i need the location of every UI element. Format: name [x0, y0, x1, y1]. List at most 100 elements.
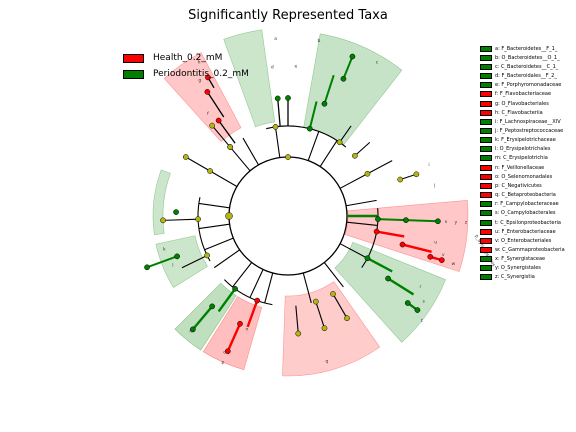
taxon-label: a: F_Bacteroidetes__F_1_ [495, 45, 558, 52]
branch-line [163, 218, 199, 221]
taxon-label: e: F_Porphyromonadaceae [495, 82, 562, 89]
clade-letter-b: b [317, 38, 320, 44]
tree-node [414, 307, 421, 313]
tree-node [174, 253, 180, 260]
tree-node [435, 218, 441, 225]
root-ring [228, 156, 348, 276]
tree-node [254, 297, 261, 304]
taxon-label: p: C_Negativicutes [495, 182, 542, 189]
taxon-legend-entry: g: O_Flavobacteriales [480, 99, 565, 108]
tree-node [413, 171, 420, 178]
tree-node [285, 95, 291, 101]
branch-line [229, 146, 251, 172]
clade-letter-r: r [420, 284, 422, 290]
taxon-legend-entry: i: F_Lachnospiraceae__XIV [480, 117, 565, 126]
branch-line [367, 160, 393, 175]
taxon-swatch [480, 91, 492, 98]
group-swatch [123, 53, 144, 63]
taxon-swatch [480, 45, 492, 52]
tree-node [209, 122, 216, 129]
taxon-legend-entry: s: O_Campylobacterales [480, 209, 565, 218]
tree-node [321, 325, 328, 332]
clade-letter-f: f [207, 111, 209, 117]
clade-letter-i: i [428, 162, 429, 168]
clade-letter-s: s [423, 299, 426, 304]
tree-node [364, 170, 371, 177]
tree-node [227, 144, 233, 150]
clade-letter-l: l [172, 262, 173, 268]
tree-node [321, 100, 328, 107]
clade-letter-k: k [163, 247, 166, 253]
clade-sector [303, 33, 403, 146]
taxon-legend-entry: j: F_Peptostreptococcaceae [480, 126, 565, 135]
taxon-legend-entry: x: F_Synergistaceae [480, 255, 565, 264]
branch-line [191, 305, 214, 331]
tree-node [144, 264, 150, 271]
tree-node [306, 125, 313, 132]
clade-letter-j: j [433, 182, 435, 188]
branch-line [246, 300, 259, 328]
taxon-swatch [480, 201, 492, 208]
tree-node [232, 285, 238, 292]
tree-node [385, 275, 391, 282]
clade-letter-t: t [421, 318, 423, 324]
taxon-label: z: C_Synergistia [495, 274, 535, 281]
clade-sector [223, 29, 276, 128]
branch-line [242, 137, 259, 166]
clade-sector [152, 169, 171, 236]
branch-line [339, 243, 368, 259]
branch-arc [223, 279, 273, 306]
clade-letter-q: q [325, 359, 328, 364]
taxon-legend-entry: q: C_Betaproteobacteria [480, 191, 565, 200]
taxon-swatch [480, 54, 492, 61]
branch-line [366, 257, 393, 273]
taxon-legend-entry: l: O_Erysipelotrichales [480, 145, 565, 154]
branch-line [198, 223, 230, 230]
branch-arc [361, 208, 379, 268]
tree-node [364, 255, 371, 262]
branch-line [319, 140, 338, 167]
tree-node [344, 315, 350, 322]
taxon-legend-entry: b: O_Bacteroidetes__O_1_ [480, 53, 565, 62]
tree-nodes [144, 53, 445, 355]
branch-line [387, 277, 415, 296]
taxon-legend-entry: a: F_Bacteroidetes__F_1_ [480, 44, 565, 53]
tree-node [160, 217, 166, 224]
taxon-label: r: F_Campylobacteraceae [495, 201, 559, 208]
taxon-legend-entry: e: F_Porphyromonadaceae [480, 81, 565, 90]
taxon-legend-entry: v: O_Enterobacteriales [480, 236, 565, 245]
branch-line [308, 101, 318, 129]
group-swatch [123, 69, 144, 79]
taxon-legend-entry: m: C_Erysipelotrichia [480, 154, 565, 163]
taxon-swatch [480, 182, 492, 189]
clade-letter-h: h [198, 59, 201, 65]
tree-node [207, 168, 213, 174]
taxon-label: x: F_Synergistaceae [495, 256, 546, 263]
clade-letter-z: z [465, 221, 468, 226]
taxon-swatch [480, 118, 492, 125]
branch-line [213, 249, 240, 269]
taxon-label: i: F_Lachnospiraceae__XIV [495, 118, 561, 125]
branch-line [218, 120, 236, 144]
branch-line [307, 131, 320, 161]
taxon-swatch [480, 146, 492, 153]
taxon-label: f: F_Flavobacteriaceae [495, 91, 552, 98]
clade-letter-e: e [294, 65, 297, 70]
branch-line [181, 254, 208, 269]
branch-line [274, 126, 281, 158]
branch-line [346, 221, 378, 226]
clade-sector [202, 296, 263, 371]
tree-node [399, 241, 406, 248]
clade-letter-a: a [274, 37, 277, 42]
taxon-swatch [480, 63, 492, 70]
taxon-swatch [480, 127, 492, 134]
branch-line [146, 255, 178, 269]
branch-line [232, 262, 253, 288]
taxon-legend-entry: o: O_Selenomonadales [480, 172, 565, 181]
taxon-label: n: F_Veillonellaceae [495, 164, 545, 171]
clade-sector [282, 281, 381, 377]
clade-letter-v: v [442, 253, 445, 258]
taxon-legend-entry: f: F_Flavobacteriaceae [480, 90, 565, 99]
tree-node [195, 216, 201, 222]
taxon-legend-entry: z: C_Synergistia [480, 273, 565, 282]
